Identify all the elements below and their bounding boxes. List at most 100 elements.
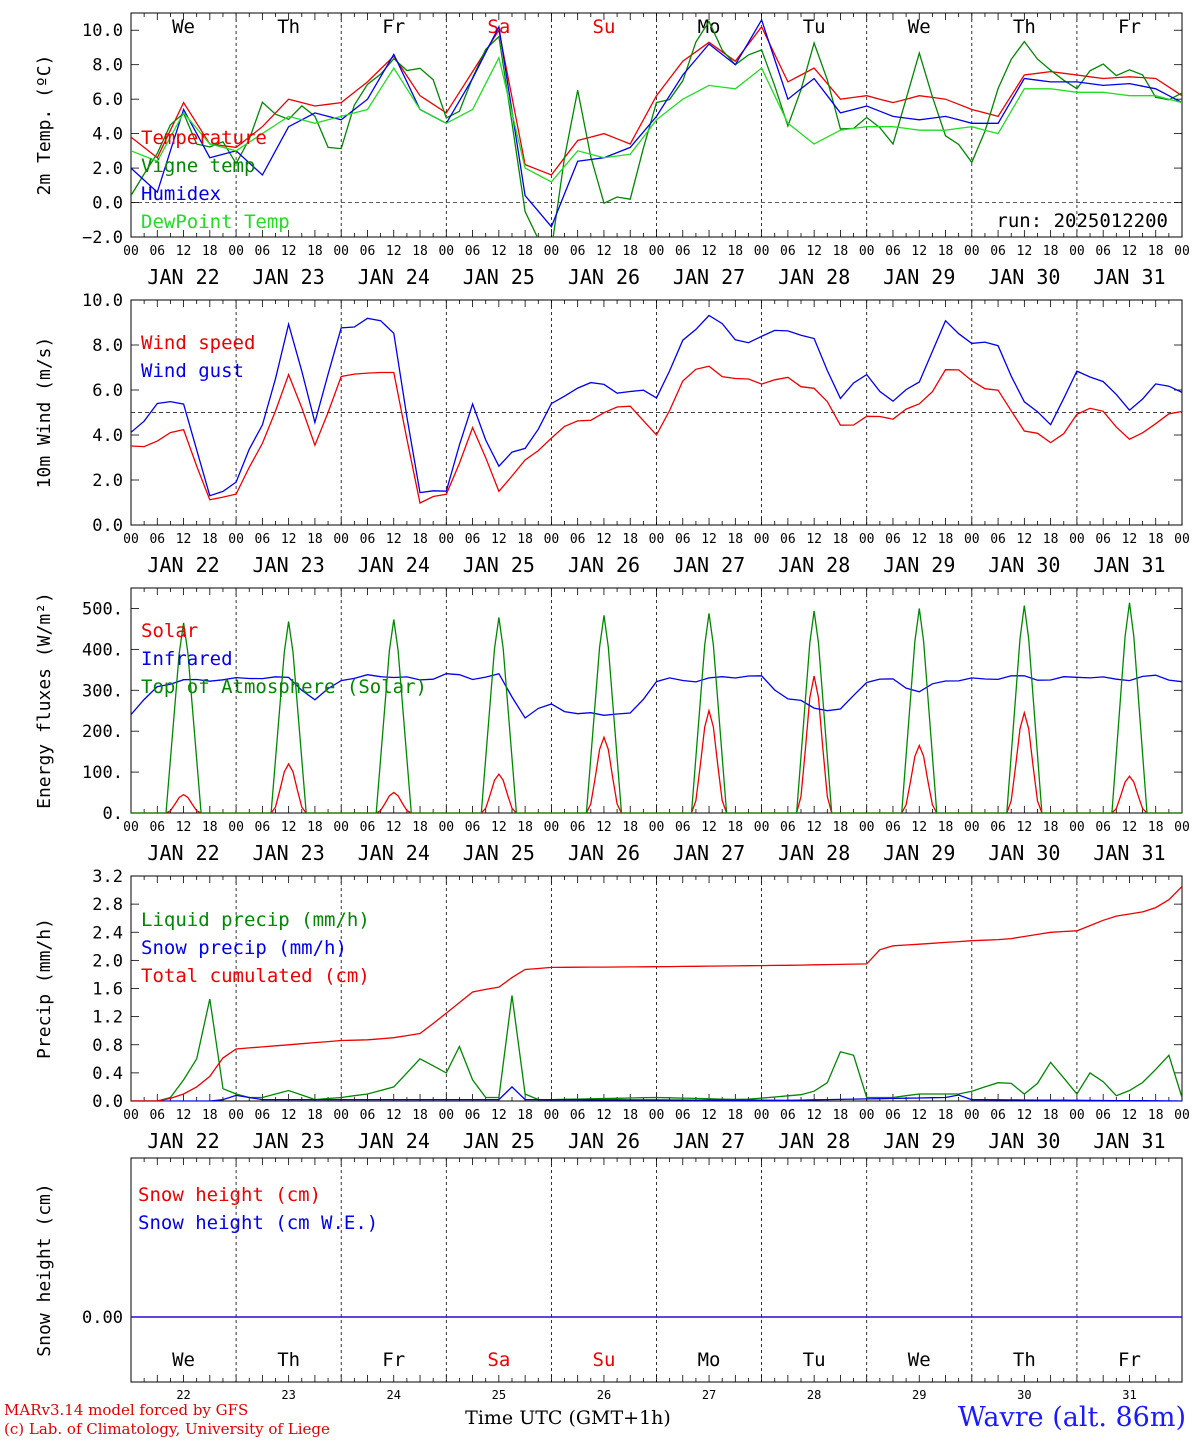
hour-tick-label: 00 — [649, 820, 665, 835]
legend-entry: Snow precip (mm/h) — [141, 937, 347, 959]
hour-tick-label: 18 — [412, 532, 428, 547]
hour-tick-label: 06 — [780, 820, 796, 835]
hour-tick-label: 00 — [123, 820, 139, 835]
hour-tick-label: 12 — [176, 820, 192, 835]
y-tick-label: 0. — [103, 804, 123, 824]
hour-tick-label: 18 — [202, 532, 218, 547]
hour-tick-label: 18 — [1043, 532, 1059, 547]
legend-entry: Humidex — [141, 183, 221, 205]
hour-tick-label: 06 — [255, 244, 271, 259]
hour-tick-label: 12 — [701, 820, 717, 835]
y-axis-label: Snow height (cm) — [34, 1183, 55, 1356]
hour-tick-label: 00 — [1174, 244, 1190, 259]
hour-tick-label: 00 — [964, 820, 980, 835]
hour-tick-label: 06 — [570, 1108, 586, 1123]
y-tick-label: 8.0 — [92, 56, 123, 76]
y-tick-label: 3.2 — [92, 867, 123, 887]
hour-tick-label: 12 — [386, 244, 402, 259]
hour-tick-label: 18 — [412, 1108, 428, 1123]
date-label: JAN 31 — [1093, 265, 1165, 289]
hour-tick-label: 00 — [438, 820, 454, 835]
hour-tick-label: 18 — [517, 532, 533, 547]
panel-1: 10.0 8.0 6.0 4.0 2.0 0.0 −2.0 2m Temp. (ºC) We Th… — [34, 12, 1190, 289]
day-name-label: Th — [1013, 16, 1036, 38]
day-name-label: Th — [1013, 1349, 1036, 1371]
hour-tick-label: 06 — [885, 820, 901, 835]
hour-tick-label: 06 — [465, 532, 481, 547]
hour-tick-label: 12 — [911, 1108, 927, 1123]
y-tick-label: 0.0 — [92, 194, 123, 214]
date-label: JAN 28 — [778, 265, 850, 289]
hour-tick-label: 00 — [544, 532, 560, 547]
hour-tick-label: 12 — [491, 244, 507, 259]
hour-tick-label: 12 — [491, 1108, 507, 1123]
hour-tick-label: 00 — [438, 244, 454, 259]
hour-tick-label: 00 — [1069, 820, 1085, 835]
series-group — [131, 602, 1182, 813]
hour-tick-label: 00 — [123, 244, 139, 259]
hour-tick-label: 18 — [938, 244, 954, 259]
hour-tick-label: 12 — [281, 532, 297, 547]
date-label: JAN 31 — [1093, 553, 1165, 577]
hour-tick-label: 18 — [1148, 1108, 1164, 1123]
hour-tick-label: 12 — [1017, 1108, 1033, 1123]
hour-tick-label: 06 — [1095, 244, 1111, 259]
date-label: JAN 23 — [253, 841, 325, 865]
date-label: JAN 29 — [883, 841, 955, 865]
date-label: JAN 30 — [988, 1129, 1060, 1153]
date-label: JAN 28 — [778, 553, 850, 577]
hour-tick-label: 12 — [701, 1108, 717, 1123]
panel-4: 3.2 2.8 2.4 2.0 1.6 1.2 0.8 0.4 0.0 Precip (mm/h)… — [34, 867, 1190, 1153]
day-number-label: 26 — [597, 1388, 611, 1402]
day-name-label: Fr — [1118, 16, 1141, 38]
series-line-temperature — [131, 25, 1182, 176]
y-tick-label: 0.8 — [92, 1036, 123, 1056]
date-label: JAN 27 — [673, 265, 745, 289]
hour-tick-label: 12 — [281, 1108, 297, 1123]
hour-tick-label: 00 — [544, 244, 560, 259]
date-label: JAN 23 — [253, 265, 325, 289]
hour-tick-label: 18 — [412, 820, 428, 835]
hour-tick-label: 00 — [964, 244, 980, 259]
legend-entry: Infrared — [141, 648, 233, 670]
hour-tick-label: 12 — [596, 1108, 612, 1123]
hour-tick-label: 18 — [202, 820, 218, 835]
hour-tick-label: 06 — [780, 532, 796, 547]
hour-tick-label: 12 — [911, 532, 927, 547]
legend-entry: Wind speed — [141, 332, 255, 354]
hour-tick-label: 06 — [780, 1108, 796, 1123]
hour-tick-label: 00 — [333, 820, 349, 835]
y-tick-label: 1.2 — [92, 1008, 123, 1028]
hour-tick-label: 18 — [1043, 820, 1059, 835]
date-label: JAN 28 — [778, 1129, 850, 1153]
hour-tick-label: 06 — [255, 532, 271, 547]
hour-tick-label: 12 — [386, 1108, 402, 1123]
hour-tick-label: 06 — [149, 244, 165, 259]
hour-tick-label: 00 — [228, 532, 244, 547]
series-group — [131, 18, 1182, 237]
series-line-snow-precip-mm-h — [131, 1085, 1182, 1101]
date-label: JAN 26 — [568, 841, 640, 865]
hour-tick-label: 06 — [990, 820, 1006, 835]
hour-tick-label: 06 — [675, 1108, 691, 1123]
date-label: JAN 29 — [883, 265, 955, 289]
hour-tick-label: 00 — [1069, 244, 1085, 259]
hour-tick-label: 06 — [255, 820, 271, 835]
hour-tick-label: 18 — [833, 1108, 849, 1123]
series-line-liquid-precip-mm-h — [131, 995, 1182, 1101]
hour-tick-label: 12 — [281, 820, 297, 835]
hour-tick-label: 00 — [859, 244, 875, 259]
hour-tick-label: 12 — [386, 820, 402, 835]
hour-tick-label: 06 — [990, 1108, 1006, 1123]
legend-entry: Snow height (cm) — [138, 1184, 321, 1206]
hour-tick-label: 18 — [622, 244, 638, 259]
hour-tick-label: 00 — [649, 1108, 665, 1123]
hour-tick-label: 06 — [885, 532, 901, 547]
date-label: JAN 23 — [253, 553, 325, 577]
hour-tick-label: 18 — [727, 820, 743, 835]
hour-tick-label: 06 — [780, 244, 796, 259]
date-label: JAN 30 — [988, 553, 1060, 577]
hour-tick-label: 18 — [833, 244, 849, 259]
hour-tick-label: 18 — [938, 532, 954, 547]
